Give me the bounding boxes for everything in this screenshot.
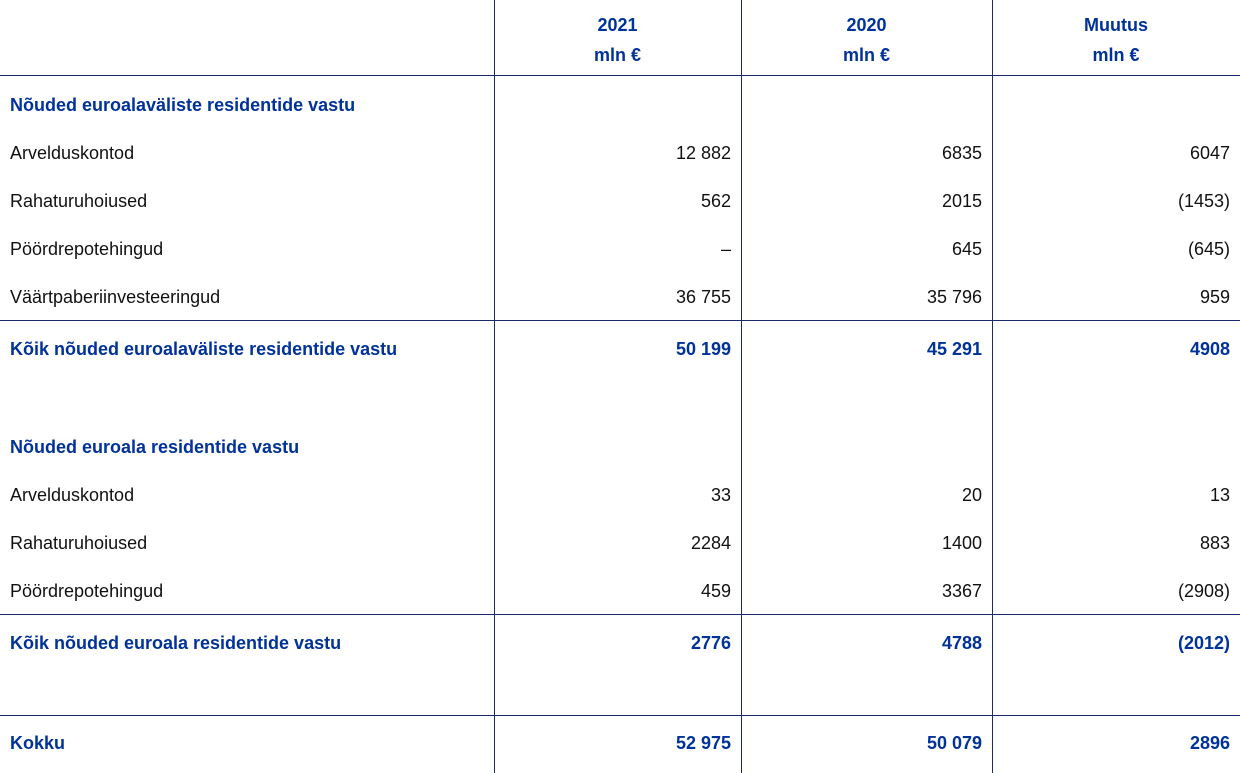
cell-value: 33 <box>710 485 731 505</box>
cell-value: 562 <box>700 191 731 211</box>
cell-value: 35 796 <box>926 287 982 307</box>
row-label: Pöördrepotehingud <box>10 239 164 259</box>
column-title: 2020 <box>846 15 887 35</box>
header-rule <box>0 75 1240 76</box>
cell-value: – <box>720 239 731 259</box>
row-label: Arvelduskontod <box>10 485 135 505</box>
column-unit: mln € <box>842 45 890 65</box>
cell-value: 959 <box>1199 287 1230 307</box>
cell-value: 883 <box>1199 533 1230 553</box>
cell-value: 20 <box>961 485 982 505</box>
cell-value: 45 291 <box>926 339 982 359</box>
column-unit: mln € <box>1092 45 1140 65</box>
cell-value: 13 <box>1209 485 1230 505</box>
cell-value: 50 079 <box>926 733 982 753</box>
cell-value: 2896 <box>1189 733 1230 753</box>
row-label: Arvelduskontod <box>10 143 135 163</box>
cell-value: 3367 <box>941 581 982 601</box>
cell-value: 2776 <box>690 633 731 653</box>
total-label: Kõik nõuded euroala residentide vastu <box>10 633 342 653</box>
cell-value: 645 <box>951 239 982 259</box>
row-rule <box>0 715 1240 716</box>
cell-value: (2012) <box>1177 633 1230 653</box>
cell-value: 12 882 <box>675 143 731 163</box>
column-unit: mln € <box>593 45 641 65</box>
row-rule <box>0 614 1240 615</box>
cell-value: 2015 <box>941 191 982 211</box>
total-label: Kõik nõuded euroalaväliste residentide v… <box>10 339 398 359</box>
column-divider <box>741 0 742 773</box>
cell-value: 6835 <box>941 143 982 163</box>
cell-value: (2908) <box>1177 581 1230 601</box>
column-divider <box>992 0 993 773</box>
total-label: Kokku <box>10 733 66 753</box>
cell-value: 1400 <box>941 533 982 553</box>
column-divider <box>494 0 495 773</box>
cell-value: 6047 <box>1189 143 1230 163</box>
cell-value: (645) <box>1187 239 1230 259</box>
row-label: Pöördrepotehingud <box>10 581 164 601</box>
row-rule <box>0 320 1240 321</box>
cell-value: (1453) <box>1177 191 1230 211</box>
column-title: Muutus <box>1084 15 1148 35</box>
cell-value: 36 755 <box>675 287 731 307</box>
cell-value: 2284 <box>690 533 731 553</box>
row-label: Rahaturuhoiused <box>10 533 148 553</box>
cell-value: 52 975 <box>675 733 731 753</box>
row-label: Rahaturuhoiused <box>10 191 148 211</box>
row-label: Väärtpaberiinvesteeringud <box>10 287 221 307</box>
section-title: Nõuded euroala residentide vastu <box>10 437 300 457</box>
cell-value: 459 <box>700 581 731 601</box>
cell-value: 50 199 <box>675 339 731 359</box>
section-title: Nõuded euroalaväliste residentide vastu <box>10 95 356 115</box>
cell-value: 4788 <box>941 633 982 653</box>
column-title: 2021 <box>597 15 638 35</box>
cell-value: 4908 <box>1189 339 1230 359</box>
